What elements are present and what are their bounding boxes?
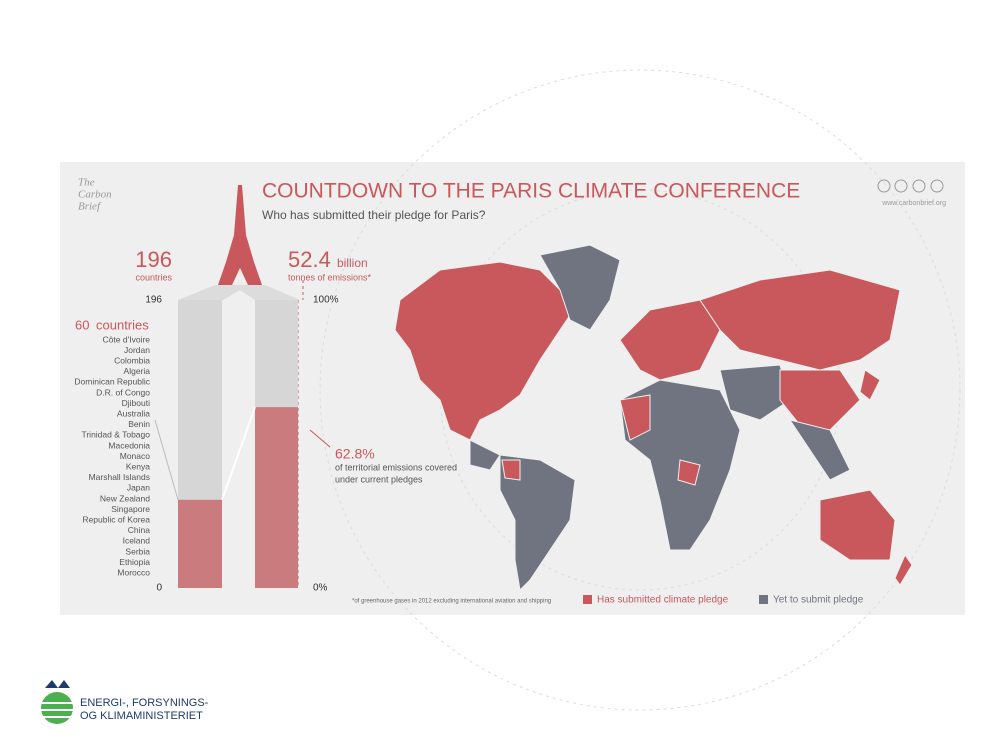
country-name: Japan xyxy=(127,483,150,493)
license-icons xyxy=(877,179,944,193)
emissions-total: 52.4 xyxy=(288,247,331,272)
covered-value: 62.8% xyxy=(335,446,375,462)
submitted-bar xyxy=(178,499,222,588)
country-name: Ethiopia xyxy=(119,557,150,567)
funnel xyxy=(178,285,300,300)
world-map xyxy=(394,244,913,592)
axis-label: 0% xyxy=(313,583,328,594)
ministry-line: OG KLIMAMINISTERIET xyxy=(80,710,203,722)
ministry-logo xyxy=(41,680,73,724)
logo: The Carbon Brief xyxy=(78,177,112,213)
logo-line: The xyxy=(78,177,95,189)
axis-label: 0 xyxy=(156,583,162,594)
country-name: Monaco xyxy=(120,451,151,461)
country-name: China xyxy=(128,525,150,535)
country-name: Macedonia xyxy=(108,440,150,450)
countries-total-label: countries xyxy=(135,272,172,282)
legend-label: Yet to submit pledge xyxy=(773,595,864,606)
country-name: Côte d'Ivoire xyxy=(103,334,151,344)
bars: 196 0 100% 0% xyxy=(145,295,338,594)
legend: Has submitted climate pledge Yet to submi… xyxy=(583,595,864,606)
country-name: Marshall Islands xyxy=(89,472,150,482)
country-name: Dominican Republic xyxy=(74,377,150,387)
ministry-line: ENERGI-, FORSYNINGS- xyxy=(80,697,209,709)
axis-label: 196 xyxy=(145,295,162,306)
country-name: New Zealand xyxy=(100,493,150,503)
country-name: Djibouti xyxy=(122,398,150,408)
submitted-label: countries xyxy=(96,317,149,332)
country-name: Jordan xyxy=(124,345,150,355)
emissions-unit-label: tonnes of emissions* xyxy=(288,272,372,282)
country-list: Côte d'IvoireJordanColombiaAlgeriaDomini… xyxy=(74,334,150,577)
submitted-count: 60 xyxy=(75,317,89,332)
country-name: Republic of Korea xyxy=(82,514,150,524)
country-name: D.R. of Congo xyxy=(96,387,150,397)
country-name: Trinidad & Tobago xyxy=(81,430,150,440)
pointer xyxy=(309,429,331,448)
logo-line: Carbon xyxy=(78,189,112,201)
logo-line: Brief xyxy=(78,201,102,213)
legend-swatch xyxy=(759,595,768,604)
country-name: Algeria xyxy=(124,366,151,376)
legend-swatch xyxy=(583,595,592,604)
list-link xyxy=(154,419,179,500)
country-name: Singapore xyxy=(111,504,150,514)
eiffel-tower xyxy=(218,185,262,285)
emissions-unit: billion xyxy=(337,256,368,270)
caption-line: of territorial emissions covered xyxy=(335,462,457,472)
legend-label: Has submitted climate pledge xyxy=(597,595,729,606)
country-name: Iceland xyxy=(123,536,151,546)
website: www.carbonbrief.org xyxy=(881,200,946,207)
bar-link xyxy=(221,406,256,501)
axis-label: 100% xyxy=(313,295,339,306)
caption-line: under current pledges xyxy=(335,474,423,484)
country-name: Serbia xyxy=(125,546,150,556)
countries-total: 196 xyxy=(135,247,172,272)
covered-bar xyxy=(255,407,298,588)
footnote: *of greenhouse gases in 2012 excluding i… xyxy=(352,599,551,605)
country-name: Morocco xyxy=(117,567,150,577)
country-name: Benin xyxy=(128,419,150,429)
title: COUNTDOWN TO THE PARIS CLIMATE CONFERENC… xyxy=(262,180,800,203)
country-name: Kenya xyxy=(126,461,150,471)
subtitle: Who has submitted their pledge for Paris… xyxy=(262,208,486,222)
country-name: Colombia xyxy=(114,355,150,365)
country-name: Australia xyxy=(117,408,150,418)
